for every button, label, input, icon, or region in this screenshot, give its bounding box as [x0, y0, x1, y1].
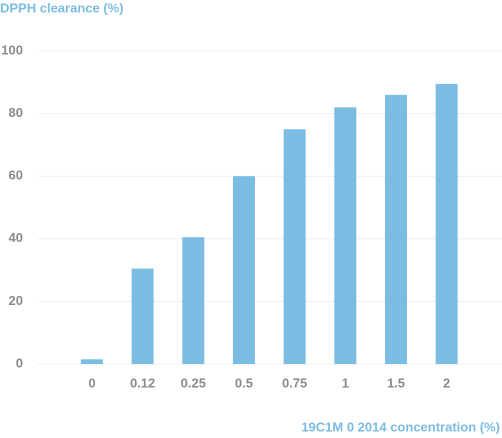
- x-tick-label: 0: [88, 375, 95, 390]
- y-tick-label: 60: [9, 168, 23, 183]
- y-tick-label: 100: [1, 42, 23, 57]
- x-axis-label: 19C1M 0 2014 concentration (%): [301, 419, 500, 434]
- x-tick-label: 1.5: [387, 375, 405, 390]
- x-tick-label: 0.12: [130, 375, 155, 390]
- x-tick-label: 1: [342, 375, 349, 390]
- y-tick-label: 80: [9, 105, 23, 120]
- y-tick-label: 0: [16, 355, 23, 370]
- y-tick-label: 20: [9, 293, 23, 308]
- y-tick-label: 40: [9, 230, 23, 245]
- bar: [283, 129, 306, 364]
- x-tick-label: 0.75: [282, 375, 307, 390]
- x-tick-label: 0.25: [181, 375, 206, 390]
- bar: [80, 359, 103, 364]
- bar: [182, 237, 205, 364]
- bar: [232, 176, 255, 364]
- bar: [384, 94, 407, 364]
- x-tick-label: 2: [443, 375, 450, 390]
- bar: [435, 83, 458, 365]
- bar: [334, 107, 357, 364]
- y-axis-label: DPPH clearance (%): [0, 0, 124, 15]
- bar: [131, 268, 154, 364]
- x-tick-label: 0.5: [235, 375, 253, 390]
